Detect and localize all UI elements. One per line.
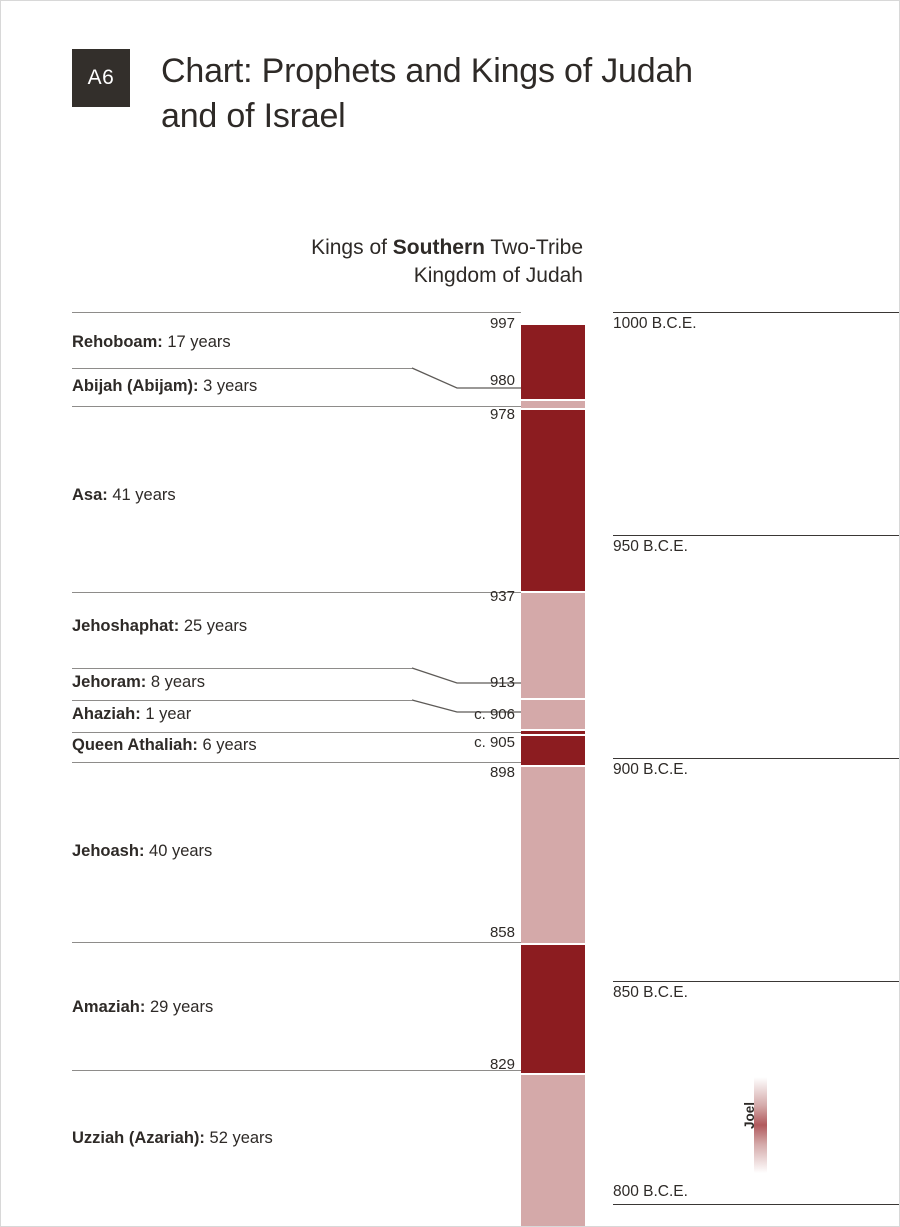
reign-divider xyxy=(72,942,521,943)
reign-duration: 8 years xyxy=(146,673,205,691)
reign-start-year: 858 xyxy=(489,924,515,941)
prophet-period-bar xyxy=(754,1077,767,1173)
reign-start-year: 997 xyxy=(489,315,515,332)
reign-start-year: 937 xyxy=(489,588,515,605)
reign-label: Amaziah: 29 years xyxy=(72,998,213,1017)
reign-name: Ahaziah: xyxy=(72,705,141,723)
reign-label: Ahaziah: 1 year xyxy=(72,705,191,724)
reign-duration: 52 years xyxy=(204,1129,273,1147)
reign-name: Queen Athaliah: xyxy=(72,736,198,754)
reign-name: Jehoash: xyxy=(72,842,145,860)
reign-block xyxy=(521,731,585,734)
scale-tick-label: 800 B.C.E. xyxy=(613,1183,688,1200)
reign-connector-line xyxy=(411,367,521,389)
reign-block xyxy=(521,735,585,765)
reign-duration: 29 years xyxy=(145,998,214,1016)
reign-label: Jehoshaphat: 25 years xyxy=(72,617,247,636)
reign-divider xyxy=(72,406,521,407)
scale-gridline xyxy=(613,535,899,536)
reign-label: Uzziah (Azariah): 52 years xyxy=(72,1129,273,1148)
reign-name: Jehoram: xyxy=(72,673,147,691)
reign-name: Rehoboam: xyxy=(72,333,163,351)
scale-tick-label: 950 B.C.E. xyxy=(613,538,688,555)
reign-block xyxy=(521,401,585,409)
reign-label: Abijah (Abijam): 3 years xyxy=(72,377,257,396)
scale-tick-label: 900 B.C.E. xyxy=(613,761,688,778)
reign-label: Asa: 41 years xyxy=(72,486,176,505)
reign-duration: 17 years xyxy=(162,333,231,351)
reign-color-column xyxy=(521,312,585,1226)
subtitle-line1-pre: Kings of xyxy=(311,236,393,259)
scale-tick-label: 850 B.C.E. xyxy=(613,984,688,1001)
reign-start-year: 829 xyxy=(489,1056,515,1073)
page-title: Chart: Prophets and Kings of Judah and o… xyxy=(161,52,693,135)
reign-name: Asa: xyxy=(72,486,108,504)
reign-divider xyxy=(72,762,521,763)
reign-label: Queen Athaliah: 6 years xyxy=(72,736,257,755)
reign-divider xyxy=(72,1070,521,1071)
reign-block xyxy=(521,1074,585,1226)
scale-gridline xyxy=(613,312,899,313)
reign-connector-line xyxy=(411,667,521,684)
subtitle-line1-post: Two-Tribe xyxy=(484,236,583,259)
reign-name: Amaziah: xyxy=(72,998,146,1016)
reign-block xyxy=(521,325,585,400)
reign-block xyxy=(521,410,585,591)
reign-connector-line xyxy=(411,699,521,713)
chart-subtitle: Kings of Southern Two-Tribe Kingdom of J… xyxy=(163,234,583,290)
reign-label: Jehoram: 8 years xyxy=(72,673,205,692)
reign-divider xyxy=(72,312,521,313)
reign-divider xyxy=(72,668,412,669)
subtitle-line1-bold: Southern xyxy=(392,236,485,259)
reign-divider xyxy=(72,592,521,593)
reign-label: Rehoboam: 17 years xyxy=(72,333,231,352)
page-header: A6 Chart: Prophets and Kings of Judah an… xyxy=(72,49,832,139)
reign-divider xyxy=(72,700,412,701)
scale-tick-label: 1000 B.C.E. xyxy=(613,315,697,332)
reign-block xyxy=(521,592,585,698)
reign-duration: 40 years xyxy=(144,842,213,860)
reign-name: Uzziah (Azariah): xyxy=(72,1129,205,1147)
reign-duration: 1 year xyxy=(140,705,192,723)
reign-block xyxy=(521,945,585,1073)
reign-duration: 25 years xyxy=(179,617,248,635)
reign-start-year: c. 905 xyxy=(474,734,515,751)
reign-duration: 41 years xyxy=(107,486,176,504)
reign-name: Jehoshaphat: xyxy=(72,617,180,635)
reign-duration: 6 years xyxy=(197,736,257,754)
reign-start-year: c. 906 xyxy=(474,706,515,723)
reign-duration: 3 years xyxy=(198,377,258,395)
scale-gridline xyxy=(613,981,899,982)
scale-gridline xyxy=(613,758,899,759)
reign-start-year: 913 xyxy=(489,674,515,691)
scale-gridline xyxy=(613,1204,899,1205)
reign-start-year: 978 xyxy=(489,406,515,423)
reign-block xyxy=(521,766,585,944)
appendix-badge: A6 xyxy=(72,49,130,107)
reign-name: Abijah (Abijam): xyxy=(72,377,199,395)
reign-label: Jehoash: 40 years xyxy=(72,842,212,861)
reign-start-year: 898 xyxy=(489,764,515,781)
reign-divider xyxy=(72,732,521,733)
reign-start-year: 980 xyxy=(489,372,515,389)
reign-block xyxy=(521,700,585,730)
prophet-name-label: Joel xyxy=(742,1101,757,1129)
subtitle-line2: Kingdom of Judah xyxy=(413,264,583,287)
reign-divider xyxy=(72,368,412,369)
